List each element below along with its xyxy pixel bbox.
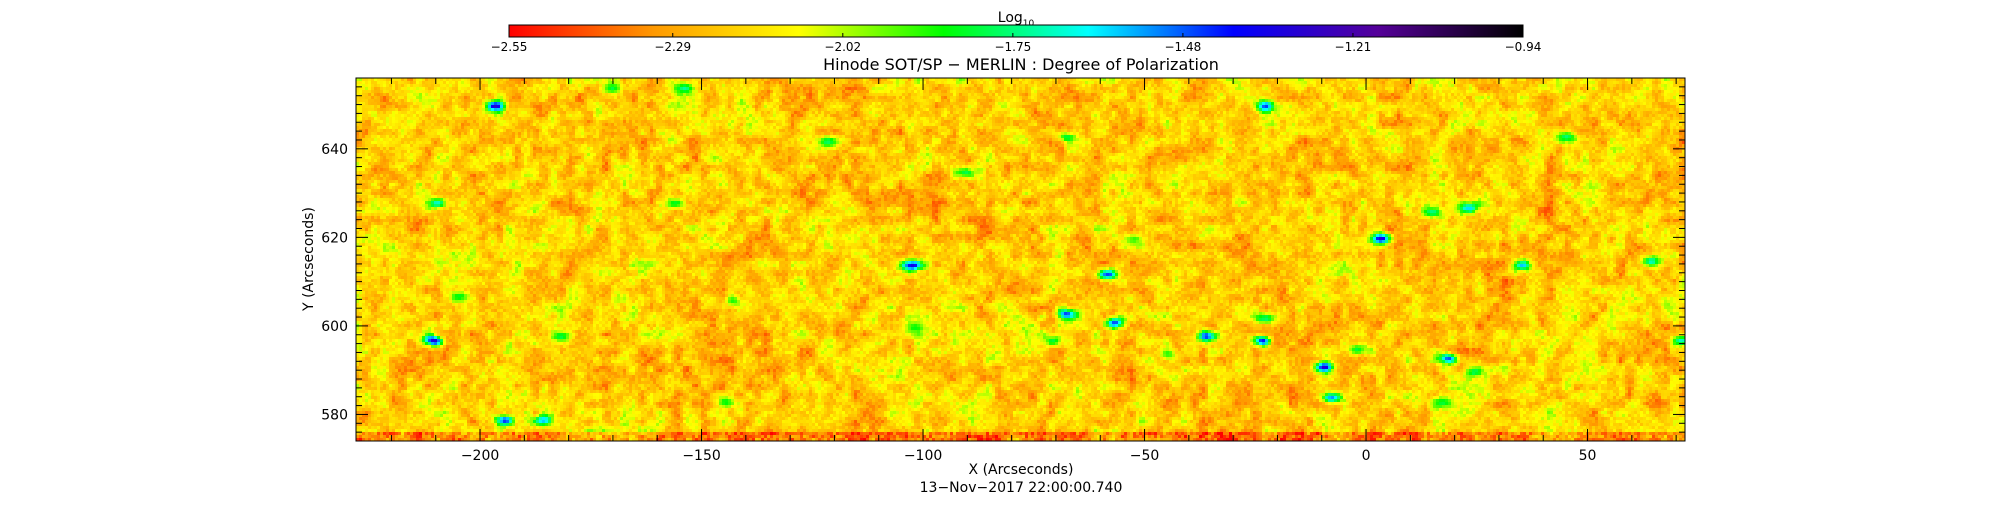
colorbar-title: Log10 <box>998 10 1035 29</box>
polarization-map <box>356 78 1685 441</box>
colorbar-ticks: −2.55 −2.29 −2.02 −1.75 −1.48 −1.21 −0.94 <box>491 33 1542 54</box>
colorbar-title-main: Log <box>998 10 1023 26</box>
x-tick-label: −200 <box>461 448 499 464</box>
y-tick-label: 620 <box>321 230 348 246</box>
colorbar-tick-label: −0.94 <box>1505 40 1542 54</box>
colorbar-tick-label: −1.21 <box>1335 40 1372 54</box>
x-tick-label: −150 <box>682 448 720 464</box>
colorbar-tick-label: −1.75 <box>994 40 1031 54</box>
y-tick-label: 580 <box>321 407 348 423</box>
x-tick-label: 50 <box>1579 448 1597 464</box>
x-tick-label: 0 <box>1362 448 1371 464</box>
colorbar <box>508 24 1524 38</box>
y-axis-label: Y (Arcseconds) <box>301 207 317 312</box>
observation-datetime: 13−Nov−2017 22:00:00.740 <box>920 480 1123 496</box>
y-tick-label: 600 <box>321 319 348 335</box>
x-tick-label: −100 <box>904 448 942 464</box>
colorbar-tick-label: −2.02 <box>824 40 861 54</box>
colorbar-tick-label: −1.48 <box>1165 40 1202 54</box>
x-axis-label: X (Arcseconds) <box>969 462 1074 478</box>
x-tick-label: −50 <box>1130 448 1160 464</box>
y-tick-label: 640 <box>321 142 348 158</box>
colorbar-tick-label: −2.55 <box>491 40 528 54</box>
colorbar-tick-label: −2.29 <box>654 40 691 54</box>
chart-title: Hinode SOT/SP − MERLIN : Degree of Polar… <box>823 55 1219 74</box>
colorbar-title-subscript: 10 <box>1023 19 1035 29</box>
